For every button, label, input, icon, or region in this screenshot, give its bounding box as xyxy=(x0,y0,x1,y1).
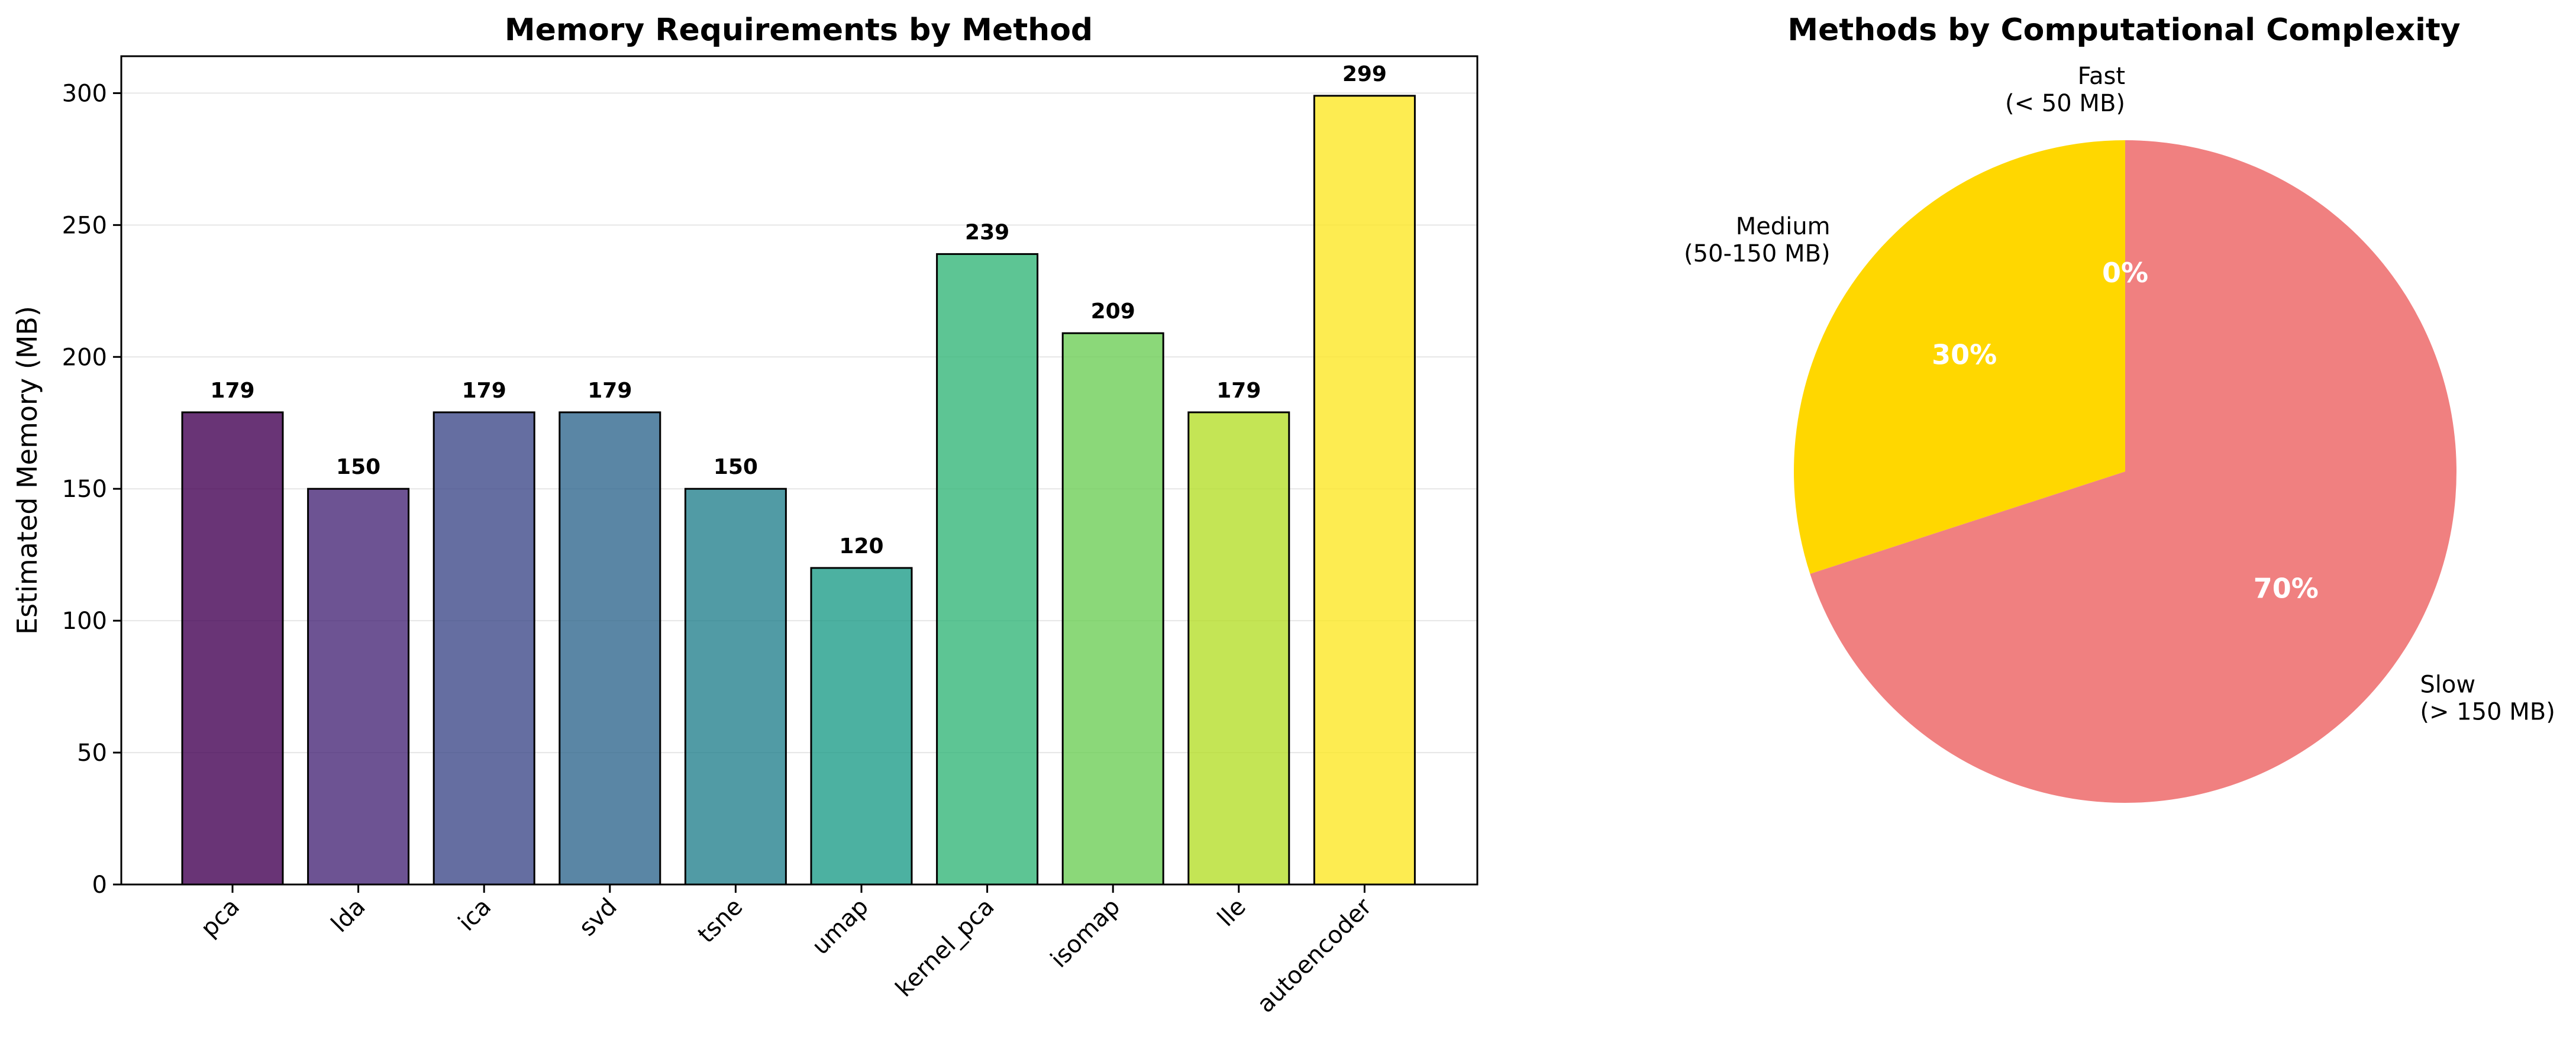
bar xyxy=(307,488,410,886)
pie-slice-sublabel: (< 50 MB) xyxy=(2005,90,2125,117)
bar-data-label: 179 xyxy=(210,379,254,403)
bar-y-axis: 0 50 100 150 200 250 300 xyxy=(62,80,121,899)
bar xyxy=(1187,411,1290,886)
pie-percent-labels: 0% 30% 70% xyxy=(1932,257,2319,604)
bar-data-label: 299 xyxy=(1342,62,1387,86)
pie-percent-label: 0% xyxy=(2102,257,2148,289)
bar-y-tick-label: 300 xyxy=(62,80,107,107)
bar-series xyxy=(181,95,1416,886)
pie-chart-title: Methods by Computational Complexity xyxy=(1787,12,2460,48)
pie-percent-label: 30% xyxy=(1932,339,1997,371)
bar-y-tick-label: 100 xyxy=(62,608,107,635)
bar-y-tick-label: 200 xyxy=(62,344,107,371)
bar xyxy=(810,567,913,886)
bar xyxy=(684,488,787,886)
bar-data-label: 120 xyxy=(839,534,883,558)
bar-y-axis-label: Estimated Memory (MB) xyxy=(11,306,43,635)
bar-chart-title: Memory Requirements by Method xyxy=(505,12,1093,48)
pie-slice-label: Medium xyxy=(1736,213,1831,240)
bar-data-label: 150 xyxy=(336,455,380,479)
pie-percent-label: 70% xyxy=(2254,572,2319,604)
pie-slices xyxy=(1794,140,2456,803)
bar-y-tick-label: 250 xyxy=(62,212,107,239)
bar-y-tick-label: 0 xyxy=(92,871,107,899)
bar xyxy=(1313,95,1416,886)
bar xyxy=(432,411,535,886)
bar-data-label: 239 xyxy=(965,220,1009,244)
pie-slice-sublabel: (50-150 MB) xyxy=(1684,240,1831,267)
pie-slice-sublabel: (> 150 MB) xyxy=(2420,699,2555,726)
bar-data-label: 209 xyxy=(1091,299,1135,324)
bar-data-labels: 179 150 179 179 150 120 239 209 179 299 xyxy=(210,62,1387,558)
pie-chart: Methods by Computational Complexity Fast… xyxy=(1684,12,2555,803)
pie-slice xyxy=(1794,140,2125,574)
bar xyxy=(559,411,661,886)
bar xyxy=(1061,332,1164,886)
bar-data-label: 150 xyxy=(714,455,758,479)
pie-slice-label: Fast xyxy=(2078,63,2125,90)
pie-slice-label: Slow xyxy=(2420,671,2475,699)
bar-data-label: 179 xyxy=(587,379,632,403)
pie-slice xyxy=(1810,140,2456,803)
bar-y-tick-label: 150 xyxy=(62,476,107,503)
bar-y-tick-label: 50 xyxy=(77,740,107,767)
bar xyxy=(936,253,1039,886)
bar-data-label: 179 xyxy=(1216,379,1261,403)
bar-data-label: 179 xyxy=(462,379,506,403)
pie-slice-labels: Fast(< 50 MB) Medium(50-150 MB) Slow(> 150… xyxy=(1684,63,2555,726)
bar xyxy=(181,411,284,886)
bar-plot-frame xyxy=(120,55,1479,886)
